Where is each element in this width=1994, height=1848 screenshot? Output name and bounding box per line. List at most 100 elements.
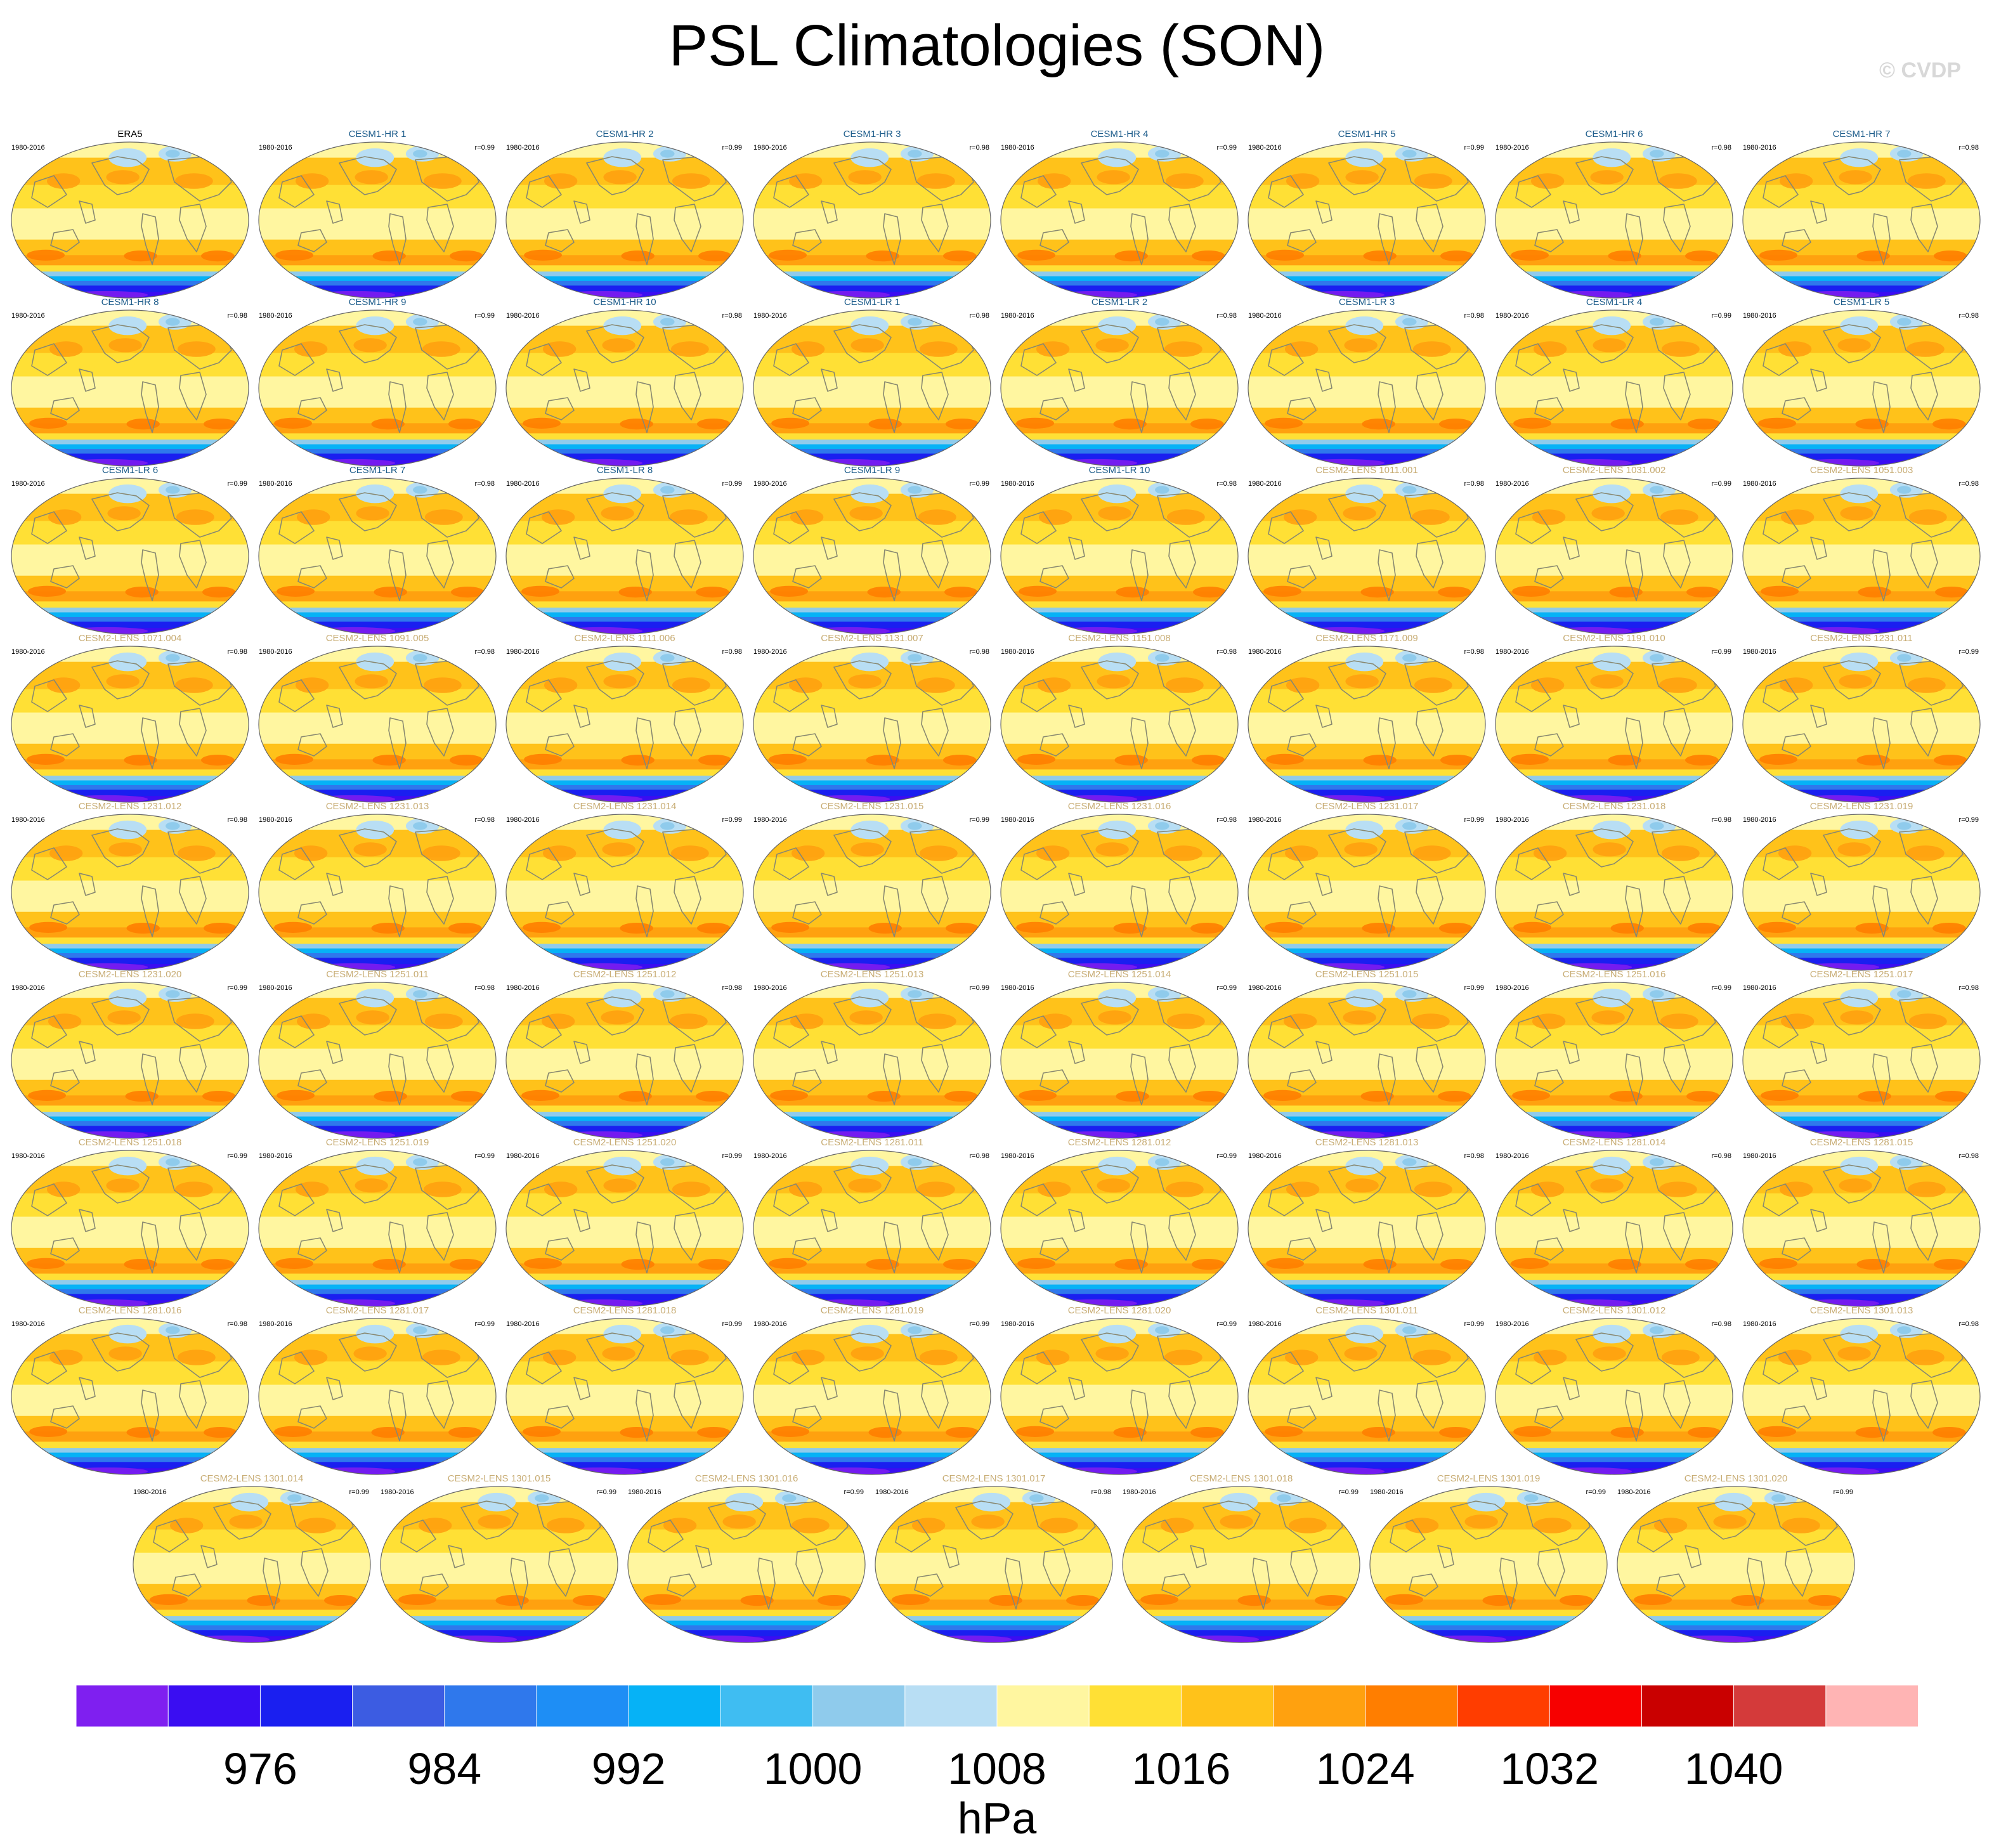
panel-period: 1980-2016: [1248, 312, 1282, 320]
panel-title: CESM1-LR 1: [844, 297, 900, 308]
panel-correlation: r=0.98: [1464, 312, 1485, 320]
panel-period: 1980-2016: [259, 816, 292, 824]
panel-title: CESM1-LR 2: [1091, 297, 1147, 308]
panel-period: 1980-2016: [1001, 144, 1034, 152]
panel-title: CESM2-LENS 1281.020: [1068, 1305, 1171, 1316]
map-panel: CESM1-LR 3 1980-2016 r=0.98: [1248, 297, 1486, 467]
map-panel: CESM2-LENS 1111.006 1980-2016 r=0.98: [505, 633, 744, 803]
panel-title: CESM2-LENS 1231.016: [1068, 801, 1171, 812]
panel-correlation: r=0.98: [970, 1152, 990, 1160]
map-panel: CESM1-HR 10 1980-2016 r=0.98: [505, 297, 744, 467]
panel-correlation: r=0.98: [1464, 1152, 1485, 1160]
panel-title: CESM2-LENS 1301.017: [942, 1473, 1046, 1484]
panel-correlation: r=0.99: [1712, 312, 1732, 320]
panel-period: 1980-2016: [506, 480, 540, 488]
panel-title: CESM2-LENS 1091.005: [326, 633, 429, 644]
panel-correlation: r=0.99: [475, 1152, 495, 1160]
panel-correlation: r=0.99: [1712, 648, 1732, 656]
panel-period: 1980-2016: [133, 1488, 167, 1496]
panel-correlation: r=0.99: [1464, 816, 1485, 824]
panel-correlation: r=0.98: [228, 816, 248, 824]
panel-correlation: r=0.99: [970, 984, 990, 992]
panel-correlation: r=0.99: [1217, 984, 1237, 992]
panel-title: CESM2-LENS 1031.002: [1563, 465, 1666, 476]
panel-period: 1980-2016: [1496, 312, 1529, 320]
panel-correlation: r=0.99: [1217, 1320, 1237, 1328]
panel-period: 1980-2016: [1248, 984, 1282, 992]
panel-correlation: r=0.98: [1712, 816, 1732, 824]
map-panel: CESM2-LENS 1231.019 1980-2016 r=0.99: [1742, 801, 1981, 971]
panel-title: CESM2-LENS 1281.014: [1563, 1137, 1666, 1148]
panel-correlation: r=0.98: [228, 312, 248, 320]
panel-correlation: r=0.98: [1959, 1320, 1979, 1328]
panel-period: 1980-2016: [506, 144, 540, 152]
map-panel: CESM2-LENS 1301.018 1980-2016 r=0.99: [1122, 1473, 1360, 1643]
panel-title: CESM2-LENS 1231.017: [1315, 801, 1419, 812]
map-panel: CESM2-LENS 1131.007 1980-2016 r=0.98: [753, 633, 991, 803]
panel-correlation: r=0.98: [1712, 1320, 1732, 1328]
panel-correlation: r=0.99: [228, 1152, 248, 1160]
map-panel: CESM2-LENS 1251.018 1980-2016 r=0.99: [11, 1137, 249, 1307]
panel-period: 1980-2016: [1743, 816, 1776, 824]
panel-period: 1980-2016: [1743, 1320, 1776, 1328]
panel-title: CESM2-LENS 1251.016: [1563, 969, 1666, 980]
panel-period: 1980-2016: [1496, 1152, 1529, 1160]
panel-period: 1980-2016: [11, 648, 45, 656]
map-panel: CESM2-LENS 1301.016 1980-2016 r=0.99: [627, 1473, 866, 1643]
panel-correlation: r=0.99: [475, 312, 495, 320]
map-panel: CESM2-LENS 1281.013 1980-2016 r=0.98: [1248, 1137, 1486, 1307]
panel-title: CESM1-LR 7: [349, 465, 405, 476]
panel-period: 1980-2016: [753, 648, 787, 656]
panel-title: CESM2-LENS 1251.012: [573, 969, 677, 980]
panel-correlation: r=0.98: [1217, 480, 1237, 488]
map-panel: CESM2-LENS 1191.010 1980-2016 r=0.99: [1495, 633, 1733, 803]
panel-period: 1980-2016: [1001, 648, 1034, 656]
panel-correlation: r=0.99: [722, 816, 743, 824]
map-panel: CESM2-LENS 1231.015 1980-2016 r=0.99: [753, 801, 991, 971]
panel-title: CESM2-LENS 1231.019: [1810, 801, 1913, 812]
panel-correlation: r=0.98: [1464, 480, 1485, 488]
panel-title: CESM2-LENS 1301.018: [1190, 1473, 1293, 1484]
panel-title: CESM1-HR 9: [349, 297, 407, 308]
map-panel: CESM1-HR 6 1980-2016 r=0.98: [1495, 129, 1733, 299]
panel-period: 1980-2016: [1248, 648, 1282, 656]
panel-title: CESM2-LENS 1231.015: [821, 801, 924, 812]
panel-correlation: r=0.98: [1959, 480, 1979, 488]
panel-period: 1980-2016: [1496, 984, 1529, 992]
panel-period: 1980-2016: [1496, 144, 1529, 152]
panel-title: CESM2-LENS 1301.014: [200, 1473, 304, 1484]
map-panel: CESM2-LENS 1281.012 1980-2016 r=0.99: [1000, 1137, 1239, 1307]
map-panel: CESM1-HR 9 1980-2016 r=0.99: [258, 297, 497, 467]
panel-period: 1980-2016: [628, 1488, 661, 1496]
panel-correlation: r=0.99: [349, 1488, 370, 1496]
map-panel: CESM1-HR 1 1980-2016 r=0.99: [258, 129, 497, 299]
panel-period: 1980-2016: [1001, 312, 1034, 320]
panel-correlation: r=0.99: [1217, 1152, 1237, 1160]
panel-title: CESM2-LENS 1281.018: [573, 1305, 677, 1316]
map-panel: CESM2-LENS 1151.008 1980-2016 r=0.98: [1000, 633, 1239, 803]
panel-title: CESM2-LENS 1281.019: [821, 1305, 924, 1316]
panel-correlation: r=0.98: [1217, 312, 1237, 320]
panel-period: 1980-2016: [1496, 648, 1529, 656]
panel-correlation: r=0.98: [1959, 1152, 1979, 1160]
panel-period: 1980-2016: [1743, 144, 1776, 152]
panel-title: CESM2-LENS 1251.011: [326, 969, 428, 980]
panel-period: 1980-2016: [1001, 1320, 1034, 1328]
panel-correlation: r=0.99: [475, 1320, 495, 1328]
map-panel: CESM2-LENS 1051.003 1980-2016 r=0.98: [1742, 465, 1981, 635]
panel-correlation: r=0.98: [228, 648, 248, 656]
panel-correlation: r=0.99: [722, 144, 743, 152]
panel-period: 1980-2016: [259, 144, 292, 152]
map-panel: CESM2-LENS 1251.017 1980-2016 r=0.98: [1742, 969, 1981, 1139]
panel-title: CESM1-LR 6: [102, 465, 158, 476]
map-panel: CESM2-LENS 1301.017 1980-2016 r=0.98: [875, 1473, 1113, 1643]
chart-title: PSL Climatologies (SON): [668, 13, 1326, 78]
panel-title: CESM2-LENS 1281.016: [79, 1305, 182, 1316]
panel-correlation: r=0.98: [1217, 816, 1237, 824]
panel-title: CESM2-LENS 1251.015: [1315, 969, 1419, 980]
map-panel: CESM2-LENS 1251.012 1980-2016 r=0.98: [505, 969, 744, 1139]
panel-correlation: r=0.99: [1339, 1488, 1359, 1496]
panel-period: 1980-2016: [875, 1488, 909, 1496]
panel-correlation: r=0.98: [1959, 144, 1979, 152]
panel-period: 1980-2016: [753, 984, 787, 992]
